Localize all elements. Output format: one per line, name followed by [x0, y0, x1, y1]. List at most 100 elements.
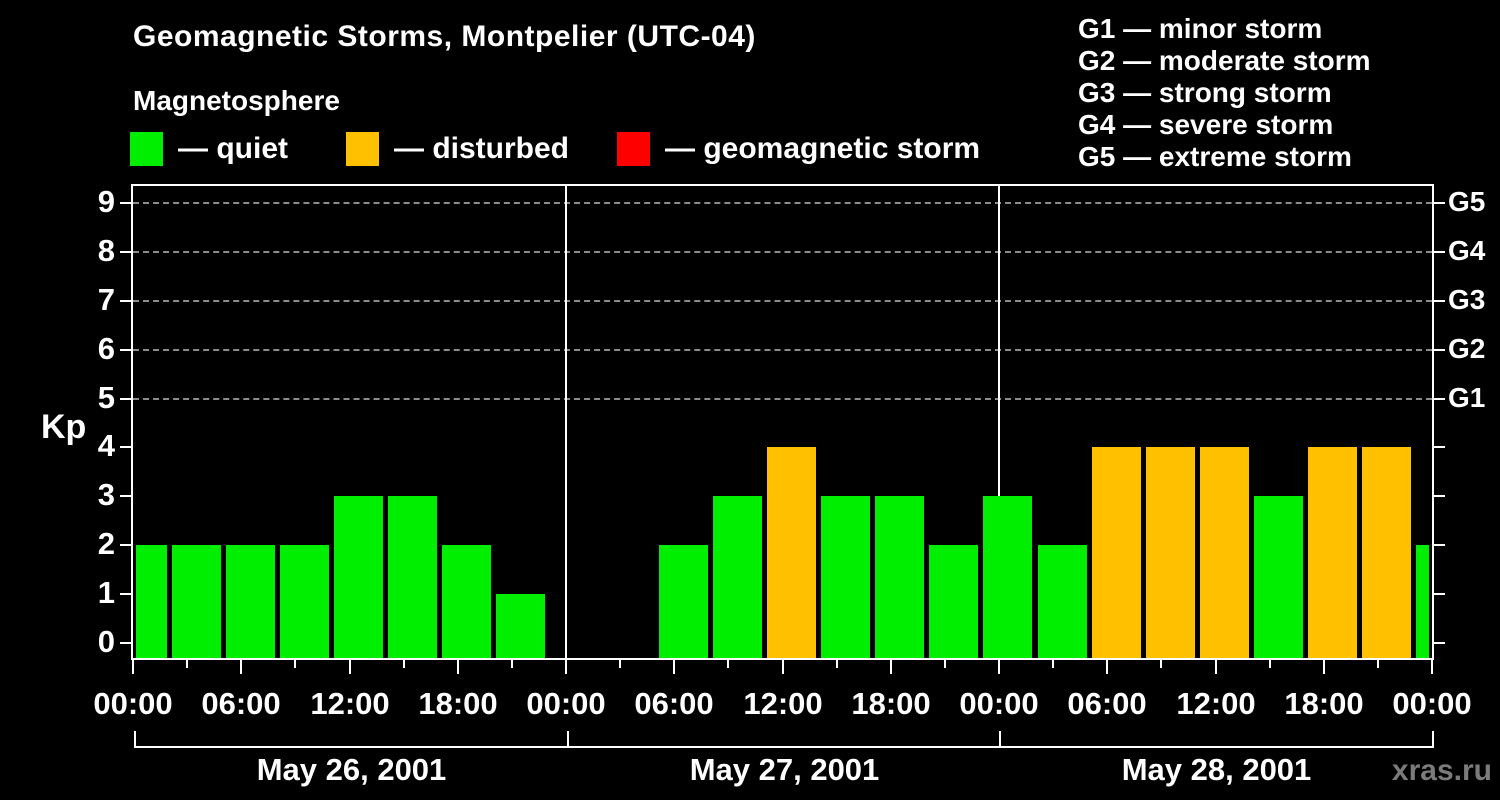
- x-axis-major-tick: [1215, 660, 1217, 674]
- y-axis-tick-right: [1434, 642, 1445, 644]
- legend-label-storm: — geomagnetic storm: [665, 132, 981, 165]
- y-tick-label-5: 5: [97, 379, 115, 415]
- time-label: 06:00: [634, 686, 714, 721]
- kp-bar: [1146, 447, 1195, 658]
- x-axis-major-tick: [782, 660, 784, 674]
- x-axis-minor-tick: [294, 660, 296, 668]
- kp-bar: [1416, 545, 1429, 658]
- x-axis-major-tick: [998, 660, 1000, 674]
- legend-label-quiet: — quiet: [178, 132, 288, 165]
- kp-bar: [172, 545, 221, 658]
- g-scale-legend: G1 — minor storm G2 — moderate storm G3 — …: [1078, 13, 1371, 173]
- kp-bar: [226, 545, 275, 658]
- time-label: 18:00: [1284, 686, 1364, 721]
- y-tick-label-3: 3: [97, 477, 115, 513]
- kp-bar: [767, 447, 816, 658]
- y-axis-tick-left: [120, 446, 131, 449]
- storm-swatch-icon: [617, 132, 650, 166]
- kp-bar: [1308, 447, 1357, 658]
- x-axis-major-tick: [1323, 660, 1325, 674]
- kp-bar: [136, 545, 167, 658]
- y-axis-tick-left: [120, 250, 131, 253]
- y-tick-label-7: 7: [97, 281, 115, 317]
- y-axis-tick-left: [120, 642, 131, 644]
- g-axis-label-G5: G5: [1448, 185, 1486, 217]
- date-axis-tick: [567, 731, 569, 748]
- x-axis-minor-tick: [403, 660, 405, 668]
- date-axis-tick: [134, 731, 136, 748]
- kp-bar: [334, 496, 383, 658]
- gridline-kp9: [133, 201, 1432, 204]
- time-label: 00:00: [959, 686, 1039, 721]
- day-separator-1: [565, 186, 567, 658]
- y-axis-tick-left: [120, 397, 131, 400]
- kp-bar: [713, 496, 762, 658]
- g-axis-label-G2: G2: [1448, 332, 1486, 364]
- y-axis-tick-left: [120, 495, 131, 498]
- date-axis-line: [135, 746, 1433, 748]
- x-axis-major-tick: [132, 660, 134, 674]
- legend-label-disturbed: — disturbed: [394, 132, 570, 165]
- x-axis-minor-tick: [1160, 660, 1162, 668]
- chart-title: Geomagnetic Storms, Montpelier (UTC-04): [133, 20, 756, 53]
- y-axis-tick-right: [1434, 348, 1445, 351]
- x-axis-major-tick: [890, 660, 892, 674]
- date-label-day2: May 27, 2001: [689, 752, 880, 787]
- quiet-swatch-icon: [130, 132, 163, 166]
- time-label: 00:00: [526, 686, 606, 721]
- x-axis-major-tick: [240, 660, 242, 674]
- y-axis-tick-left: [120, 544, 131, 547]
- g-scale-line-3: G3 — strong storm: [1078, 77, 1332, 108]
- x-axis-major-tick: [1106, 660, 1108, 674]
- day-separator-2: [998, 186, 1000, 658]
- y-axis-tick-right: [1434, 446, 1445, 449]
- time-label: 12:00: [743, 686, 823, 721]
- gridline-kp6: [133, 348, 1432, 351]
- gridline-kp7: [133, 299, 1432, 302]
- x-axis-minor-tick: [1052, 660, 1054, 668]
- time-label: 18:00: [851, 686, 931, 721]
- condition-legend: — quiet — disturbed — geomagnetic storm: [0, 132, 1100, 172]
- time-label: 12:00: [1176, 686, 1256, 721]
- y-tick-label-9: 9: [97, 183, 115, 219]
- y-tick-label-1: 1: [97, 575, 115, 611]
- y-tick-label-0: 0: [97, 624, 115, 659]
- x-axis-major-tick: [565, 660, 567, 674]
- y-axis-tick-right: [1434, 201, 1445, 204]
- x-axis-minor-tick: [186, 660, 188, 668]
- date-label-day1: May 26, 2001: [256, 752, 447, 787]
- x-axis-major-tick: [673, 660, 675, 674]
- legend-item-storm: — geomagnetic storm: [617, 132, 980, 166]
- g-scale-line-1: G1 — minor storm: [1078, 13, 1323, 44]
- g-axis-label-G3: G3: [1448, 283, 1486, 315]
- kp-bar: [983, 496, 1032, 658]
- g-scale-line-2: G2 — moderate storm: [1078, 45, 1371, 76]
- kp-bar: [442, 545, 491, 658]
- y-axis-tick-right: [1434, 397, 1445, 400]
- kp-bar: [875, 496, 924, 658]
- y-axis-tick-left: [120, 348, 131, 351]
- date-axis-tick: [1432, 731, 1434, 748]
- kp-bar: [929, 545, 978, 658]
- x-axis-minor-tick: [1377, 660, 1379, 668]
- gridline-kp8: [133, 250, 1432, 253]
- kp-bar: [659, 545, 708, 658]
- kp-bar: [280, 545, 329, 658]
- y-axis-tick-right: [1434, 593, 1445, 596]
- x-axis-major-tick: [1431, 660, 1433, 674]
- time-label: 00:00: [93, 686, 173, 721]
- plot-area: 0 1 2 3 4 5 6 7 8 9 G1 G2 G3 G4 G5 00:00 06:00 12:00 18:00…: [93, 184, 1485, 721]
- g-scale-line-5: G5 — extreme storm: [1078, 141, 1352, 172]
- time-label: 06:00: [1067, 686, 1147, 721]
- x-axis-minor-tick: [836, 660, 838, 668]
- y-axis-tick-left: [120, 201, 131, 204]
- time-label: 06:00: [201, 686, 281, 721]
- kp-bar: [1038, 545, 1087, 658]
- x-axis-major-tick: [457, 660, 459, 674]
- disturbed-swatch-icon: [346, 132, 379, 166]
- kp-bar: [1254, 496, 1303, 658]
- date-axis-tick: [999, 731, 1001, 748]
- magnetosphere-label: Magnetosphere: [133, 85, 340, 116]
- watermark: xras.ru: [1391, 754, 1492, 787]
